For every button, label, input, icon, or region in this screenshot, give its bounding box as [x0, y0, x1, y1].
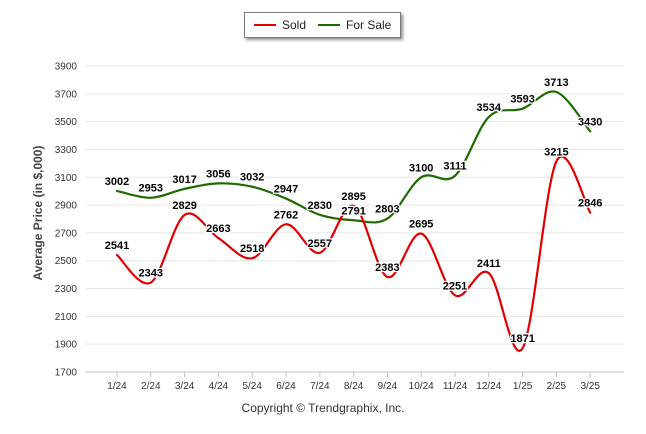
- y-tick-label: 2300: [55, 284, 78, 295]
- x-tick-label: 1/25: [513, 381, 533, 392]
- chart-legend: Sold For Sale: [244, 12, 401, 38]
- y-tick-label: 2500: [55, 256, 78, 267]
- x-tick-label: 3/24: [175, 381, 195, 392]
- sold-data-label: 2557: [308, 238, 332, 250]
- for-sale-data-label: 2953: [139, 183, 163, 195]
- y-tick-label: 3300: [55, 145, 78, 156]
- for-sale-data-label: 3100: [409, 162, 433, 174]
- copyright-text: Copyright © Trendgraphix, Inc.: [241, 401, 405, 415]
- y-axis-title: Average Price (in $,000): [31, 145, 45, 281]
- sold-data-label: 2663: [206, 223, 230, 235]
- sold-data-label: 2343: [139, 268, 163, 280]
- y-tick-label: 2100: [55, 312, 78, 323]
- for-sale-data-label: 2830: [308, 200, 332, 212]
- y-tick-label: 1900: [55, 340, 78, 351]
- legend-label-sold: Sold: [282, 18, 307, 32]
- x-tick-label: 7/24: [310, 381, 330, 392]
- sold-data-label: 2895: [341, 191, 365, 203]
- for-sale-data-label: 3111: [443, 161, 466, 173]
- sold-data-label: 1871: [510, 333, 534, 345]
- sold-data-label: 2383: [375, 262, 399, 274]
- for-sale-data-label: 3430: [578, 116, 602, 128]
- x-tick-label: 11/24: [443, 381, 468, 392]
- x-tick-label: 10/24: [409, 381, 434, 392]
- x-tick-label: 1/24: [107, 381, 127, 392]
- y-tick-label: 3700: [55, 89, 78, 100]
- sold-data-label: 2411: [477, 258, 501, 270]
- sold-series-line: [115, 155, 592, 352]
- for-sale-data-label: 2803: [375, 204, 399, 216]
- y-tick-label: 2700: [55, 228, 78, 239]
- for-sale-data-label: 3593: [510, 94, 534, 106]
- for-sale-data-label: 3534: [477, 102, 502, 114]
- for-sale-data-label: 3017: [172, 174, 196, 186]
- x-tick-label: 3/25: [580, 381, 600, 392]
- x-tick-label: 8/24: [344, 381, 364, 392]
- x-tick-label: 5/24: [242, 381, 262, 392]
- for-sale-data-label: 3032: [240, 172, 264, 184]
- for-sale-data-label: 3056: [206, 168, 230, 180]
- sold-data-label: 2829: [172, 200, 196, 212]
- sold-data-label: 2762: [274, 209, 298, 221]
- sold-data-label: 2846: [578, 198, 602, 210]
- y-tick-label: 3900: [55, 62, 78, 73]
- x-tick-label: 9/24: [378, 381, 398, 392]
- legend-item-sold[interactable]: Sold: [254, 13, 306, 37]
- x-tick-label: 2/25: [547, 381, 567, 392]
- y-tick-label: 2900: [55, 201, 78, 212]
- sold-data-label: 2541: [105, 240, 129, 252]
- sold-data-label: 2251: [443, 280, 467, 292]
- y-tick-label: 3500: [55, 117, 78, 128]
- sold-data-label: 2518: [240, 243, 264, 255]
- y-tick-label: 3100: [55, 173, 78, 184]
- x-tick-label: 12/24: [476, 381, 501, 392]
- legend-label-forsale: For Sale: [346, 18, 392, 32]
- forsale-line-swatch: [318, 24, 340, 26]
- x-tick-label: 4/24: [209, 381, 229, 392]
- sold-data-label: 2695: [409, 219, 433, 231]
- for-sale-data-label: 3713: [544, 77, 568, 89]
- legend-item-forsale[interactable]: For Sale: [318, 13, 391, 37]
- sold-line-swatch: [254, 24, 276, 26]
- x-tick-label: 6/24: [276, 381, 296, 392]
- y-tick-label: 1700: [55, 368, 78, 379]
- sold-data-label: 3215: [544, 146, 568, 158]
- for-sale-data-label: 2791: [341, 205, 365, 217]
- x-tick-label: 2/24: [141, 381, 161, 392]
- for-sale-data-label: 3002: [105, 176, 129, 188]
- for-sale-series-line: [115, 90, 592, 224]
- for-sale-data-label: 2947: [274, 184, 298, 196]
